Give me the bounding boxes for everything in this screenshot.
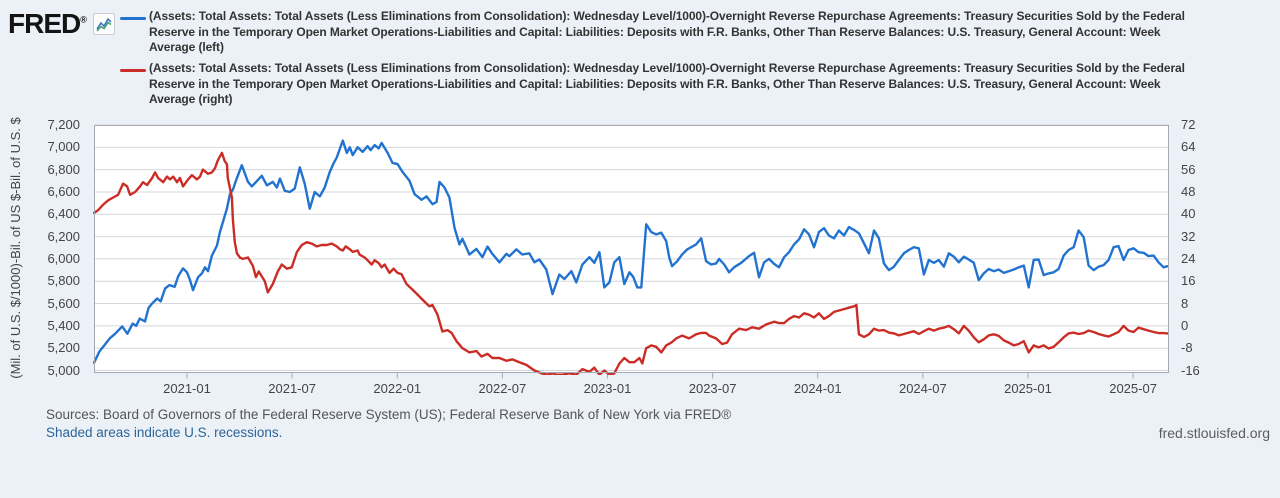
left-axis-tick-label: 7,000: [47, 139, 80, 155]
fred-logo: FRED®: [8, 8, 87, 40]
right-axis-tick-label: 72: [1181, 117, 1196, 132]
x-axis-tick-label: 2022-07: [478, 381, 527, 396]
right-axis-tick-label: 48: [1181, 183, 1196, 199]
x-axis-tick-label: 2024-01: [793, 381, 842, 396]
x-axis-tick-label: 2021-01: [163, 381, 211, 396]
series-line-left: [93, 139, 1169, 364]
legend-line: (Assets: Total Assets: Total Assets (Les…: [149, 9, 1185, 23]
legend-line: Reserve in the Temporary Open Market Ope…: [149, 76, 1161, 91]
left-axis-tick-label: 6,000: [47, 250, 80, 266]
right-axis-tick-label: 8: [1181, 295, 1189, 311]
line-chart-icon: [93, 13, 115, 35]
left-axis-tick-label: 5,800: [47, 273, 80, 289]
right-axis-tick-label: 64: [1181, 139, 1196, 155]
left-axis-tick-label: 7,200: [47, 117, 80, 132]
x-axis-tick-label: 2024-07: [898, 381, 947, 396]
registered-mark: ®: [80, 14, 87, 25]
site-url-link[interactable]: fred.stlouisfed.org: [1158, 425, 1270, 441]
series-line-right: [93, 151, 1169, 375]
left-axis-tick-label: 5,600: [47, 295, 80, 311]
right-axis-tick-label: 56: [1181, 161, 1196, 177]
left-axis-tick-label: 5,400: [47, 317, 80, 333]
legend-line: Reserve in the Temporary Open Market Ope…: [149, 24, 1161, 39]
fred-logo-text: FRED: [8, 8, 81, 39]
x-axis-tick-label: 2025-01: [1004, 381, 1052, 396]
right-axis-tick-label: 40: [1181, 206, 1196, 222]
sources-text: Sources: Board of Governors of the Feder…: [46, 407, 732, 422]
x-axis-tick-label: 2021-07: [268, 381, 316, 396]
chart-canvas: [93, 124, 1169, 379]
series-1-color-swatch: [120, 17, 146, 20]
left-axis-tick-label: 6,800: [47, 161, 80, 177]
plot-background: [94, 125, 1169, 373]
recession-note-link[interactable]: Shaded areas indicate U.S. recessions.: [46, 425, 283, 440]
left-axis-tick-label: 5,200: [47, 340, 80, 356]
x-axis-tick-label: 2023-07: [688, 381, 737, 396]
left-y-axis-label: (Mil. of U.S. $/1000)-Bil. of US $-Bil. …: [8, 117, 23, 379]
right-axis-tick-label: 32: [1181, 228, 1196, 244]
fred-graph-page: { "header": { "logo_text": "FRED", "logo…: [8, 8, 1270, 441]
x-axis-tick-label: 2025-07: [1109, 381, 1157, 396]
x-axis-tick-label: 2022-01: [373, 381, 422, 396]
left-axis-tick-label: 6,400: [47, 206, 80, 222]
series-2-color-swatch: [120, 69, 146, 72]
plot-area[interactable]: [93, 124, 1169, 379]
legend-line: Average (right): [149, 92, 233, 106]
right-axis-tick-label: 24: [1181, 250, 1196, 266]
right-axis-tick-label: -8: [1181, 340, 1193, 356]
plot-border: [94, 125, 1169, 373]
left-axis-tick-label: 6,600: [47, 183, 80, 199]
right-axis-tick-label: -16: [1181, 362, 1200, 378]
x-axis-tick-label: 2023-01: [583, 381, 632, 396]
legend-line: (Assets: Total Assets: Total Assets (Les…: [149, 61, 1185, 75]
right-axis-tick-label: 0: [1181, 317, 1189, 333]
left-axis-tick-label: 6,200: [47, 228, 80, 244]
legend-line: Average (left): [149, 40, 224, 54]
right-axis-tick-label: 16: [1181, 273, 1196, 289]
left-axis-tick-label: 5,000: [47, 362, 80, 378]
